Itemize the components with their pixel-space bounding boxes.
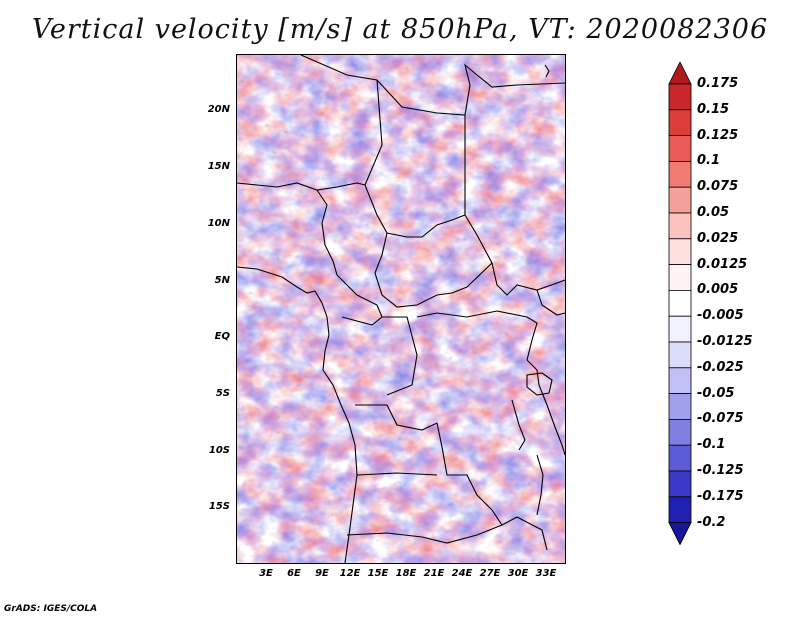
- colorbar-tick-label: 0.175: [697, 76, 739, 91]
- lon-label-15e: 15E: [367, 568, 389, 579]
- political-borders: [237, 55, 565, 563]
- colorbar-bottom-arrow: [668, 522, 692, 546]
- lake-tanganyika: [511, 399, 526, 451]
- map-title: Vertical velocity [m/s] at 850hPa, VT: 2…: [31, 14, 769, 45]
- lat-label-eq: EQ: [214, 331, 230, 342]
- lat-label-15s: 15S: [208, 501, 230, 512]
- lat-label-20n: 20N: [207, 104, 230, 115]
- lon-label-21e: 21E: [423, 568, 445, 579]
- colorbar-segment: [668, 238, 692, 266]
- colorbar-segment: [668, 393, 692, 420]
- namibia-border: [346, 524, 503, 544]
- lon-label-30e: 30E: [507, 568, 529, 579]
- lat-label-15n: 15N: [207, 161, 230, 172]
- nigeria-border: [316, 189, 338, 276]
- vertical-velocity-field: [237, 55, 565, 563]
- colorbar-tick-label: -0.075: [697, 411, 744, 427]
- colorbar-tick-label: 0.025: [697, 230, 739, 246]
- lon-label-12e: 12E: [339, 568, 361, 579]
- field-fine-noise: [237, 55, 565, 563]
- lon-label-3e: 3E: [259, 568, 273, 579]
- east-africa-border: [526, 359, 565, 456]
- map-panel: [236, 54, 566, 564]
- colorbar-segment: [668, 264, 692, 291]
- colorbar-segment: [668, 470, 692, 498]
- chad-border: [364, 79, 466, 238]
- sudan-south-border: [464, 214, 565, 296]
- congo-border: [382, 316, 418, 396]
- colorbar-segment: [668, 444, 692, 472]
- colorbar-segment: [668, 315, 692, 343]
- sinai-coast: [544, 64, 550, 78]
- colorbar-segment: [668, 109, 692, 136]
- colorbar-tick-label: 0.125: [697, 127, 739, 143]
- colorbar-tick-label: -0.0125: [697, 334, 753, 349]
- colorbar-segment: [668, 186, 692, 214]
- colorbar-tick-label: -0.025: [697, 359, 744, 375]
- colorbar-tick-label: -0.005: [697, 308, 744, 324]
- colorbar-tick-label: 0.0125: [697, 256, 748, 272]
- lon-label-24e: 24E: [451, 568, 473, 579]
- lon-label-18e: 18E: [395, 568, 417, 579]
- colorbar-tick-label: 0.075: [697, 179, 739, 195]
- lake-malawi: [536, 454, 544, 516]
- lat-label-5n: 5N: [214, 275, 230, 286]
- colorbar-segment: [668, 289, 692, 317]
- lon-label-33e: 33E: [535, 568, 557, 579]
- lat-label-5s: 5S: [215, 388, 230, 399]
- colorbar-segment: [668, 83, 692, 111]
- cameroon-border: [336, 274, 383, 326]
- colorbar-segment: [668, 161, 692, 188]
- sahel-border: [237, 182, 366, 191]
- ethiopia-border: [536, 289, 565, 316]
- colorbar-segment: [668, 135, 692, 162]
- colorbar-tick-label: 0.15: [697, 101, 730, 117]
- colorbar-tick-label: 0.1: [697, 153, 721, 169]
- car-border: [374, 232, 493, 308]
- lon-label-27e: 27E: [479, 568, 501, 579]
- drc-south-border: [355, 404, 548, 551]
- lat-label-10s: 10S: [208, 445, 230, 456]
- drc-north-border: [416, 310, 538, 361]
- lon-label-9e: 9E: [315, 568, 329, 579]
- colorbar-tick-label: -0.125: [697, 463, 744, 478]
- colorbar-segment: [668, 418, 692, 446]
- colorbar-tick-label: 0.005: [697, 282, 739, 298]
- lake-victoria: [526, 372, 553, 396]
- colorbar-tick-label: -0.2: [697, 514, 726, 530]
- lat-label-10n: 10N: [207, 218, 230, 229]
- colorbar-segment: [668, 212, 692, 240]
- colorbar-segment: [668, 367, 692, 394]
- colorbar: [668, 62, 692, 546]
- grads-credit: GrADS: IGES/COLA: [4, 604, 98, 614]
- colorbar-segment: [668, 341, 692, 369]
- northern-border: [300, 55, 565, 116]
- colorbar-top-arrow: [668, 62, 692, 85]
- lon-label-6e: 6E: [287, 568, 301, 579]
- colorbar-tick-label: 0.05: [697, 205, 730, 220]
- colorbar-tick-label: -0.1: [697, 437, 726, 453]
- colorbar-segment: [668, 496, 692, 523]
- colorbar-tick-label: -0.05: [697, 385, 735, 401]
- colorbar-tick-label: -0.175: [697, 488, 744, 504]
- angola-border: [356, 472, 438, 476]
